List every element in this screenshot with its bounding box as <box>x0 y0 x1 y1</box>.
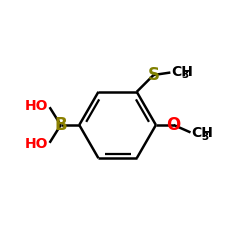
Text: 3: 3 <box>202 132 209 142</box>
Text: HO: HO <box>25 99 48 113</box>
Text: S: S <box>148 66 160 84</box>
Text: CH: CH <box>171 65 193 79</box>
Text: HO: HO <box>25 137 48 151</box>
Text: O: O <box>166 116 181 134</box>
Text: CH: CH <box>191 126 213 140</box>
Text: 3: 3 <box>181 70 188 80</box>
Text: B: B <box>54 116 67 134</box>
